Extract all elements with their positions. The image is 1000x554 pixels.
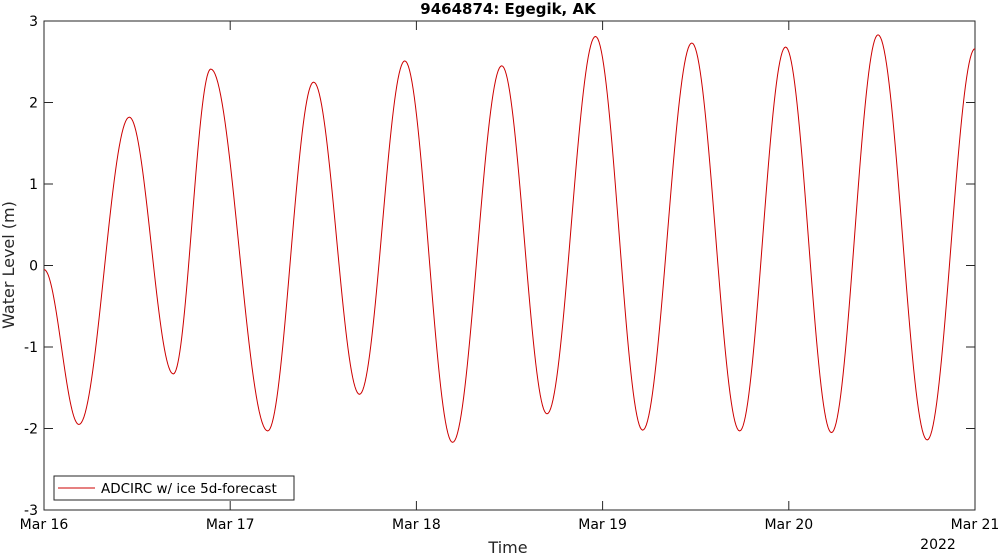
series-layer [43, 34, 976, 443]
x-tick-label: Mar 20 [764, 517, 813, 533]
y-tick-label: 2 [29, 96, 38, 112]
y-tick-label: -3 [24, 503, 38, 519]
x-axis-label: Time [487, 538, 527, 554]
y-tick-label: -1 [24, 340, 38, 356]
x-year-label: 2022 [920, 537, 956, 553]
x-axis: Mar 16 Mar 17 Mar 18 Mar 19 Mar 20 Mar 21 [20, 21, 1000, 533]
series-line [43, 34, 976, 443]
y-tick-label: 0 [29, 259, 38, 275]
x-tick-label: Mar 19 [578, 517, 627, 533]
x-tick-label: Mar 17 [206, 517, 255, 533]
y-tick-label: 1 [29, 177, 38, 193]
x-tick-label: Mar 18 [392, 517, 441, 533]
x-tick-label: Mar 21 [951, 517, 1000, 533]
plot-area [43, 20, 976, 511]
legend-label: ADCIRC w/ ice 5d-forecast [101, 481, 277, 497]
chart-title: 9464874: Egegik, AK [420, 0, 597, 18]
y-axis-label: Water Level (m) [0, 201, 18, 329]
y-tick-label: 3 [29, 14, 38, 30]
legend: ADCIRC w/ ice 5d-forecast [53, 475, 295, 501]
y-axis: -3 -2 -1 0 1 2 3 [24, 14, 975, 519]
plot-border [43, 20, 976, 511]
y-tick-label: -2 [24, 422, 38, 438]
x-tick-label: Mar 16 [20, 517, 69, 533]
